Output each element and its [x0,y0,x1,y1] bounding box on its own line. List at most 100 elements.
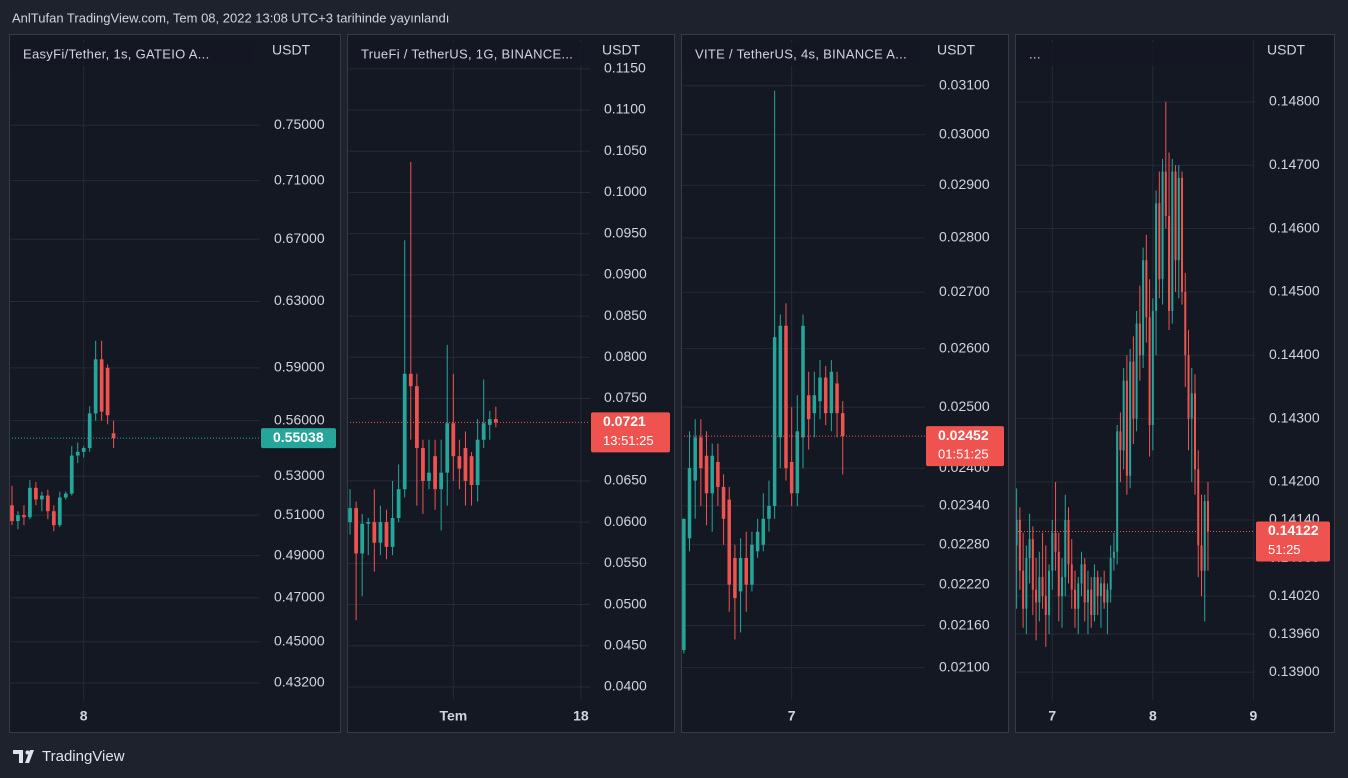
last-price-badge [591,412,670,453]
candle-body [451,423,456,457]
candle-body [1129,361,1132,476]
candle-body [1054,532,1057,552]
candle-body [1073,589,1077,609]
y-tick-label: 0.43200 [274,674,325,690]
y-tick-label: 0.13900 [1269,663,1320,679]
y-tick-label: 0.1150 [604,60,646,76]
candle-body [1164,171,1167,216]
y-tick-label: 0.0550 [604,554,647,570]
y-tick-label: 0.47000 [274,588,325,604]
candle-body [1206,501,1209,532]
y-tick-label: 0.14700 [1269,156,1320,172]
candle-body [1099,583,1102,597]
y-tick-label: 0.45000 [274,632,325,648]
y-tick-label: 0.02700 [939,283,990,299]
candle-body [1190,393,1193,419]
y-tick-label: 0.02340 [939,497,990,513]
candle-body [1018,520,1021,571]
candle-body [1048,570,1051,616]
candle-body [75,451,80,456]
unit-backdrop [264,40,335,62]
footer-brand: TradingView [42,748,125,765]
candle-body [51,511,56,526]
candle-body [1035,589,1038,603]
chart-title: EasyFi/Tether, 1s, GATEIO A... [23,46,210,61]
candle-body [704,455,709,494]
last-price-badge [261,428,336,449]
y-tick-label: 0.51000 [274,506,325,522]
candle-body [433,456,437,490]
candle-body [99,359,104,412]
candle-body [1174,171,1177,261]
candle-body [1171,171,1174,311]
candle-body [1106,589,1109,603]
candle-body [682,518,686,650]
candle-body [1203,501,1206,571]
candle-body [687,468,692,539]
candle-body [1061,577,1064,597]
candle-body [1135,323,1138,419]
last-price-badge [926,426,1004,467]
y-tick-label: 0.0650 [604,472,647,488]
candle-body [45,495,50,512]
y-tick-label: 0.0850 [604,307,647,323]
y-tick-label: 0.14200 [1269,473,1320,489]
candle-body [408,373,413,387]
y-tick-label: 0.49000 [274,546,325,562]
y-tick-label: 0.13960 [1269,625,1320,641]
y-tick-label: 0.02160 [939,616,990,632]
y-tick-label: 0.02800 [939,229,990,245]
x-tick-label: 7 [788,708,796,724]
candle-body [750,544,754,585]
countdown: 01:51:25 [938,447,989,462]
candle-body [1151,310,1154,425]
x-tick-label: 18 [573,708,589,724]
candle-body [744,557,749,585]
candle-body [34,487,38,500]
candle-body [372,522,377,543]
x-tick-label: 7 [1048,708,1056,724]
logo-dot [25,750,30,755]
candle-body [806,395,811,420]
y-tick-label: 0.67000 [274,230,325,246]
candle-body [823,377,828,414]
candle-body [1044,596,1047,616]
candle-body [1125,380,1128,476]
chart-title: TrueFi / TetherUS, 1G, BINANCE... [361,46,573,61]
y-tick-label: 0.0400 [604,678,647,694]
y-tick-label: 0.0800 [604,348,647,364]
candle-body [801,325,805,438]
y-tick-label: 0.02600 [939,339,990,355]
candle-body [1031,539,1034,590]
y-tick-label: 0.02280 [939,535,990,551]
candle-body [733,557,737,599]
candle-body [487,419,492,425]
candle-body [1077,583,1080,609]
candle-body [1083,564,1086,603]
candle-body [835,383,839,414]
x-tick-label: Tem [439,708,467,724]
x-tick-label: 8 [1149,708,1157,724]
countdown: 13:51:25 [603,433,654,448]
y-tick-label: 0.02220 [939,575,990,591]
candle-body [1070,564,1073,590]
candle-body [812,395,817,414]
candle-body [1177,177,1180,261]
last-price-label: 0.02452 [938,427,989,443]
candle-body [1187,355,1190,419]
candle-body [716,461,720,487]
candle-body [1096,577,1099,597]
candle-body [710,455,714,494]
candle-body [69,455,74,494]
candle-body [481,423,486,440]
candle-body [1148,317,1151,425]
y-tick-label: 0.14300 [1269,409,1320,425]
y-unit-label: USDT [1267,42,1306,58]
candle-body [1138,323,1141,356]
x-tick-label: 9 [1249,708,1257,724]
candle-body [1064,520,1067,578]
y-tick-label: 0.0600 [604,513,647,529]
candle-body [1122,380,1125,451]
y-tick-label: 0.1100 [604,101,646,117]
y-tick-label: 0.14800 [1269,93,1320,109]
